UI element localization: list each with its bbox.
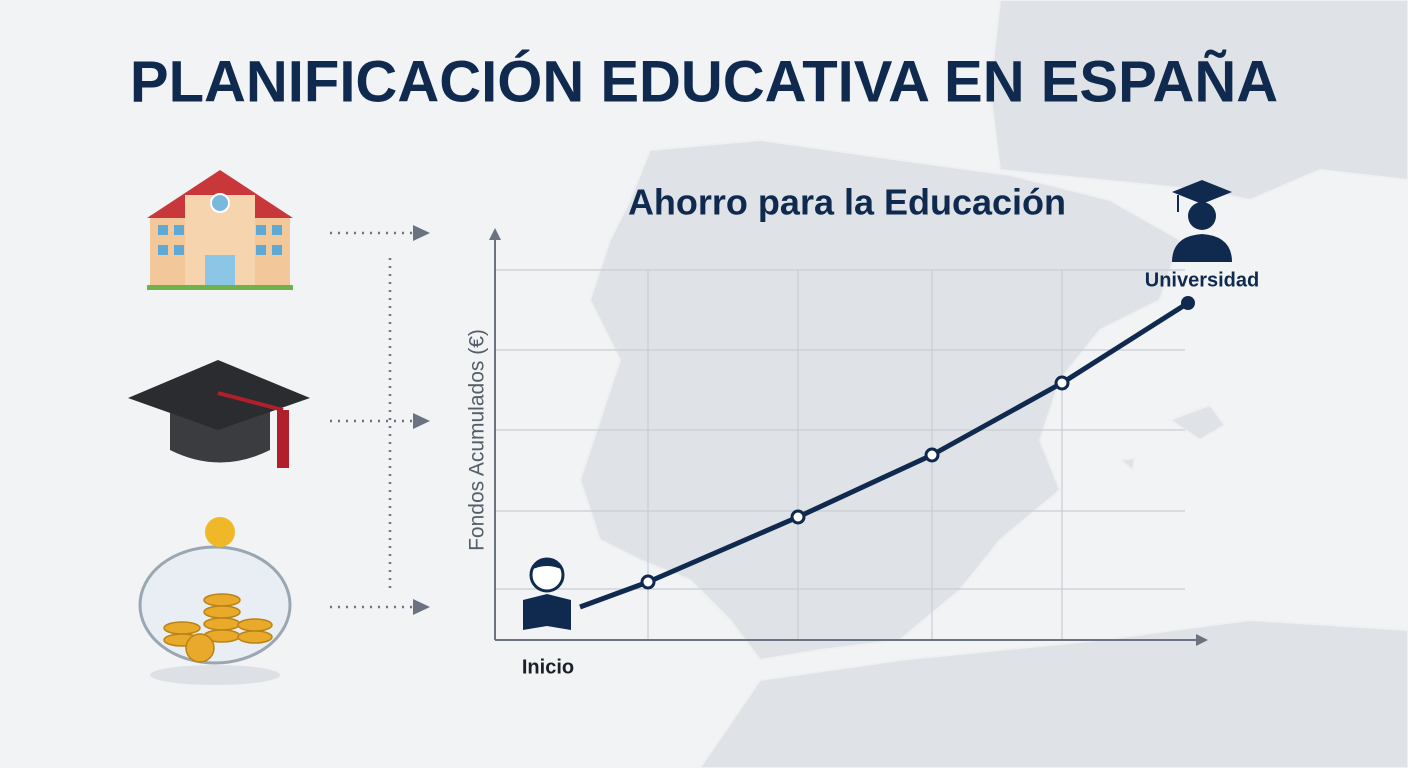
y-axis-label: Fondos Acumulados (€) [466, 329, 489, 551]
connector-arrows [413, 225, 430, 615]
x-axis-arrow [1196, 634, 1208, 646]
student-icon [523, 557, 571, 630]
savings-line [579, 300, 1190, 610]
line-points [640, 375, 1070, 590]
chart-title: Ahorro para la Educación [628, 182, 1066, 223]
main-title: PLANIFICACIÓN EDUCATIVA EN ESPAÑA [130, 49, 1278, 114]
axes [494, 238, 1200, 641]
graduate-icon [1172, 180, 1232, 262]
graduation-cap-icon [128, 360, 310, 468]
end-label: Universidad [1145, 269, 1259, 291]
start-label: Inicio [522, 656, 574, 678]
piggy-bank-icon [138, 517, 292, 685]
school-icon [147, 170, 293, 290]
end-point [1181, 296, 1195, 310]
y-axis-arrow [489, 228, 501, 240]
